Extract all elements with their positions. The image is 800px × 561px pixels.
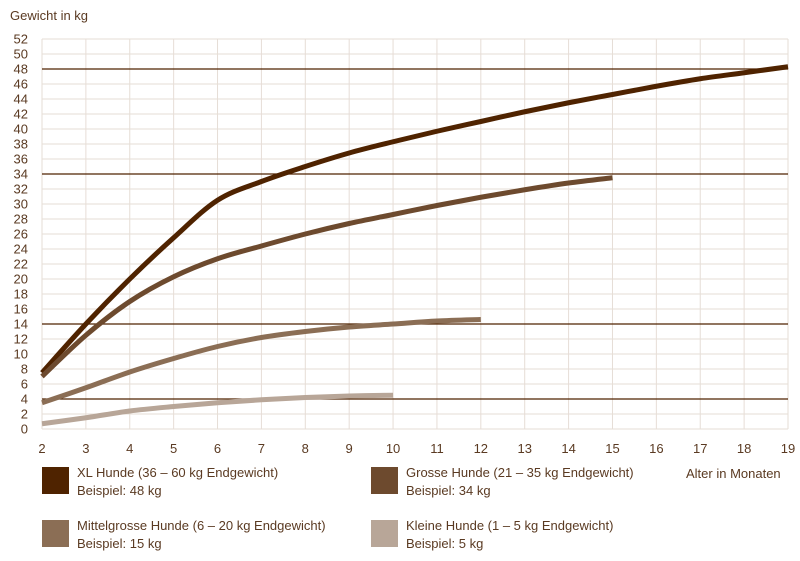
legend-example: Beispiel: 34 kg bbox=[406, 483, 491, 498]
y-tick-label: 34 bbox=[14, 167, 28, 182]
y-tick-label: 22 bbox=[14, 257, 28, 272]
legend-example: Beispiel: 48 kg bbox=[77, 483, 162, 498]
x-tick-label: 8 bbox=[302, 441, 309, 456]
x-axis-label: Alter in Monaten bbox=[686, 466, 781, 481]
x-tick-label: 13 bbox=[517, 441, 531, 456]
series-line-2 bbox=[41, 317, 481, 406]
series-line-1 bbox=[40, 175, 613, 379]
y-tick-label: 36 bbox=[14, 152, 28, 167]
plot-area: 0246810121416182022242628303234363840424… bbox=[14, 32, 796, 457]
x-tick-label: 11 bbox=[430, 441, 444, 456]
y-tick-label: 6 bbox=[21, 377, 28, 392]
legend-item-klein: Kleine Hunde (1 – 5 kg Endgewicht) Beispi… bbox=[371, 517, 613, 553]
y-tick-label: 46 bbox=[14, 77, 28, 92]
x-tick-label: 14 bbox=[561, 441, 575, 456]
y-tick-label: 48 bbox=[14, 62, 28, 77]
legend-swatch bbox=[42, 467, 69, 494]
x-tick-label: 5 bbox=[170, 441, 177, 456]
y-tick-label: 28 bbox=[14, 212, 28, 227]
y-tick-label: 44 bbox=[14, 92, 28, 107]
y-axis-label: Gewicht in kg bbox=[10, 8, 89, 23]
y-tick-label: 14 bbox=[14, 317, 28, 332]
y-tick-label: 42 bbox=[14, 107, 28, 122]
y-tick-label: 18 bbox=[14, 287, 28, 302]
series-line-0 bbox=[40, 64, 789, 375]
legend-label: Kleine Hunde (1 – 5 kg Endgewicht) bbox=[406, 518, 614, 533]
y-tick-label: 52 bbox=[14, 32, 28, 47]
x-tick-label: 15 bbox=[605, 441, 619, 456]
y-tick-label: 10 bbox=[14, 347, 28, 362]
y-tick-label: 8 bbox=[21, 362, 28, 377]
y-tick-label: 30 bbox=[14, 197, 28, 212]
series-line-3 bbox=[41, 392, 394, 427]
x-tick-label: 10 bbox=[386, 441, 400, 456]
legend-item-grosse: Grosse Hunde (21 – 35 kg Endgewicht) Beis… bbox=[371, 464, 634, 500]
x-tick-label: 3 bbox=[82, 441, 89, 456]
x-tick-label: 17 bbox=[693, 441, 707, 456]
x-tick-label: 12 bbox=[474, 441, 488, 456]
y-tick-label: 24 bbox=[14, 242, 28, 257]
legend-item-mittel: Mittelgrosse Hunde (6 – 20 kg Endgewicht… bbox=[42, 517, 326, 553]
y-tick-label: 26 bbox=[14, 227, 28, 242]
x-tick-label: 9 bbox=[346, 441, 353, 456]
y-tick-label: 12 bbox=[14, 332, 28, 347]
legend-example: Beispiel: 5 kg bbox=[406, 536, 484, 551]
y-tick-label: 32 bbox=[14, 182, 28, 197]
legend-label: Grosse Hunde (21 – 35 kg Endgewicht) bbox=[406, 465, 634, 480]
legend-label: XL Hunde (36 – 60 kg Endgewicht) bbox=[77, 465, 279, 480]
y-tick-label: 50 bbox=[14, 47, 28, 62]
x-tick-label: 16 bbox=[649, 441, 663, 456]
y-tick-label: 16 bbox=[14, 302, 28, 317]
legend-label: Mittelgrosse Hunde (6 – 20 kg Endgewicht… bbox=[77, 518, 326, 533]
y-tick-label: 0 bbox=[21, 422, 28, 437]
x-tick-label: 18 bbox=[737, 441, 751, 456]
y-tick-label: 4 bbox=[21, 392, 28, 407]
legend-swatch bbox=[371, 520, 398, 547]
x-tick-label: 2 bbox=[38, 441, 45, 456]
legend-example: Beispiel: 15 kg bbox=[77, 536, 162, 551]
legend-swatch bbox=[42, 520, 69, 547]
x-tick-label: 19 bbox=[781, 441, 795, 456]
y-tick-label: 38 bbox=[14, 137, 28, 152]
y-tick-label: 2 bbox=[21, 407, 28, 422]
x-tick-label: 4 bbox=[126, 441, 133, 456]
x-tick-label: 7 bbox=[258, 441, 265, 456]
y-tick-label: 20 bbox=[14, 272, 28, 287]
legend-swatch bbox=[371, 467, 398, 494]
y-tick-label: 40 bbox=[14, 122, 28, 137]
legend-item-xl: XL Hunde (36 – 60 kg Endgewicht) Beispiel… bbox=[42, 464, 278, 500]
x-tick-label: 6 bbox=[214, 441, 221, 456]
